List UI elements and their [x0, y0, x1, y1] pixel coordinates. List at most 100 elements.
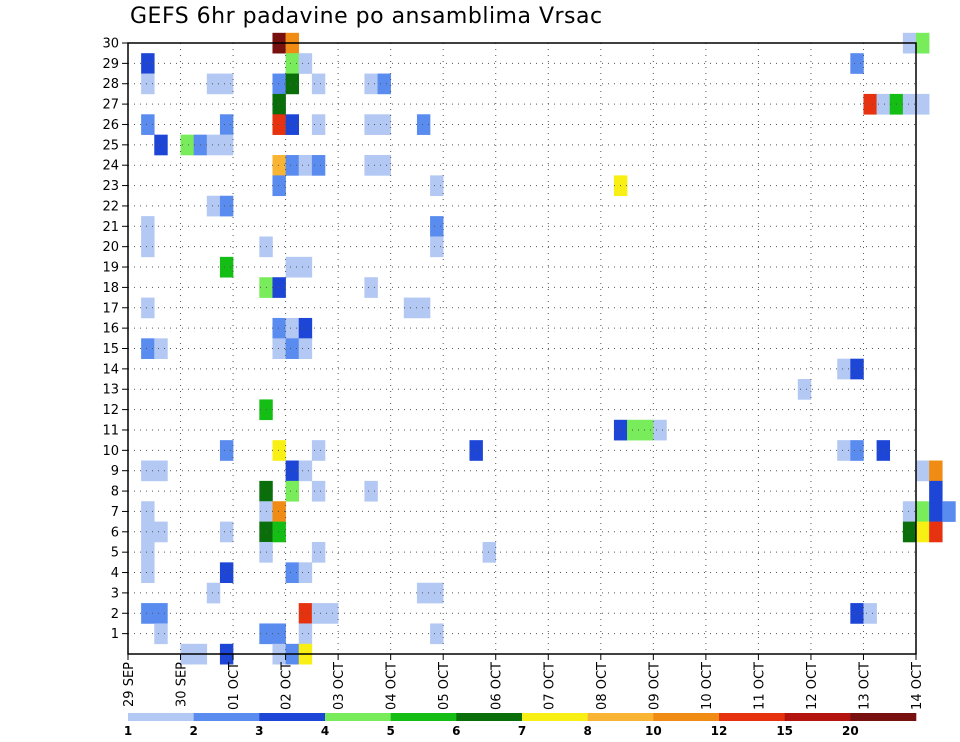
heatmap-cell	[902, 521, 917, 543]
heatmap-cell	[272, 277, 286, 298]
y-tick-label: 22	[102, 199, 119, 214]
y-tick-label: 14	[102, 362, 119, 377]
heatmap-cell	[141, 460, 155, 482]
x-tick-label: 08 OCT	[595, 662, 610, 710]
legend-swatch	[456, 713, 523, 721]
x-tick-label: 07 OCT	[542, 662, 557, 710]
heatmap-cell	[285, 155, 300, 176]
x-tick-label: 01 OCT	[227, 662, 242, 710]
y-tick-label: 25	[102, 138, 119, 153]
heatmap-cell	[141, 236, 155, 258]
heatmap-cell	[154, 521, 168, 543]
heatmap-cell	[942, 501, 956, 522]
legend-label: 4	[321, 724, 329, 738]
heatmap-cell	[154, 134, 168, 156]
legend-label: 15	[776, 724, 793, 738]
heatmap-cell	[863, 93, 877, 115]
heatmap-cell	[377, 155, 391, 176]
heatmap-cell	[154, 460, 168, 482]
heatmap-cell	[850, 603, 864, 624]
heatmap-cell	[311, 155, 326, 176]
x-tick-label: 29 SEP	[122, 662, 137, 707]
heatmap-cell	[141, 521, 155, 543]
heatmap-cell	[364, 155, 378, 176]
heatmap-cell	[916, 521, 930, 543]
heatmap-cell	[219, 134, 234, 156]
y-tick-label: 21	[102, 220, 119, 235]
legend-label: 6	[452, 724, 460, 738]
heatmap-cell	[311, 73, 326, 95]
chart-title: GEFS 6hr padavine po ansamblima Vrsac	[130, 4, 603, 29]
heatmap-cell	[285, 338, 300, 359]
heatmap-cell	[311, 114, 326, 135]
heatmap-cell	[285, 460, 300, 482]
heatmap-cell	[364, 73, 378, 95]
y-tick-label: 17	[102, 301, 119, 316]
heatmap-cell	[311, 541, 326, 563]
heatmap-cell	[430, 175, 444, 197]
x-tick-label: 05 OCT	[437, 662, 452, 710]
heatmap-cell	[219, 195, 234, 217]
heatmap-cell	[482, 541, 497, 563]
y-tick-label: 12	[102, 403, 119, 418]
y-tick-label: 1	[111, 627, 119, 642]
y-tick-label: 30	[102, 37, 119, 52]
heatmap-cell	[325, 603, 339, 624]
heatmap-cell	[311, 440, 326, 461]
heatmap-cell	[876, 440, 891, 461]
y-tick-label: 4	[111, 566, 119, 581]
heatmap-cell	[311, 480, 326, 502]
heatmap-cell	[653, 419, 667, 441]
heatmap-cell	[285, 256, 300, 278]
heatmap-cell	[916, 501, 930, 522]
heatmap-cell	[206, 582, 221, 604]
x-tick-label: 12 OCT	[805, 662, 820, 710]
heatmap-cell	[141, 338, 155, 359]
heatmap-cell	[141, 216, 155, 237]
x-ticks-layer: 29 SEP 30 SEP 01 OCT 02 OCT 03 OCT 04 OCT 05 O…	[122, 654, 925, 710]
heatmap-cell	[141, 603, 155, 624]
heatmap-cell	[285, 114, 300, 135]
heatmap-cell	[141, 562, 155, 584]
heatmap-cell	[285, 73, 300, 95]
heatmap-cell	[219, 256, 234, 278]
heatmap-cell	[850, 440, 864, 461]
x-tick-label: 09 OCT	[647, 662, 662, 710]
heatmap-cell	[272, 440, 286, 461]
heatmap-cell	[206, 73, 221, 95]
heatmap-cell	[916, 32, 930, 54]
y-tick-label: 20	[102, 240, 119, 255]
y-tick-label: 6	[111, 525, 119, 540]
heatmap-cell	[154, 603, 168, 624]
heatmap-cell	[298, 256, 313, 278]
heatmap-cell	[298, 623, 313, 645]
heatmap-cell	[430, 623, 444, 645]
heatmap-cell	[837, 358, 851, 380]
heatmap-cell	[416, 582, 431, 604]
y-tick-label: 13	[102, 383, 119, 398]
y-ticks-layer: 1234567891011121314151617181920212223242…	[102, 37, 128, 642]
y-tick-label: 8	[111, 485, 119, 500]
legend-label: 5	[386, 724, 394, 738]
y-tick-label: 2	[111, 607, 119, 622]
legend-swatch	[719, 713, 785, 721]
legend-swatch	[850, 713, 917, 721]
y-tick-label: 10	[102, 444, 119, 459]
heatmap-cell	[863, 603, 877, 624]
legend-swatch	[522, 713, 588, 721]
legend: 1 2 3 4 5 6 7 8 10 12 15 20	[124, 713, 917, 738]
heatmap-cell	[141, 297, 155, 319]
heatmap-cell	[272, 521, 286, 543]
heatmap-cell	[272, 317, 286, 339]
heatmap-cell	[272, 623, 286, 645]
legend-swatch	[784, 713, 851, 721]
heatmap-cell	[850, 358, 864, 380]
y-tick-label: 11	[102, 423, 119, 438]
heatmap-cell	[364, 480, 378, 502]
heatmap-cell	[206, 195, 221, 217]
x-tick-label: 14 OCT	[910, 662, 925, 710]
heatmap-cell	[797, 379, 812, 400]
y-tick-label: 7	[111, 505, 119, 520]
cells-layer	[141, 32, 956, 665]
heatmap-cell	[272, 175, 286, 197]
